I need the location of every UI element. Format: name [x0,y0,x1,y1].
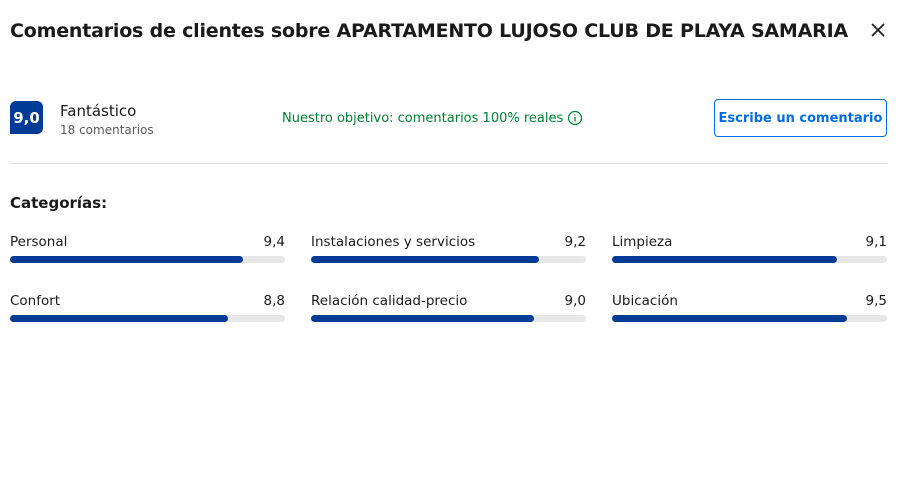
category-name: Relación calidad-precio [311,293,468,309]
category-name: Personal [10,234,68,250]
rating-word: Fantástico [60,102,137,120]
score-bar [612,315,848,322]
category: Relación calidad-precio 9,0 [311,293,586,333]
category: Ubicación 9,5 [612,293,887,333]
score-track [612,315,887,322]
score-track [10,256,285,263]
categories-title: Categorías: [10,194,108,212]
category-score: 9,1 [865,234,887,250]
category-score: 9,4 [263,234,285,250]
divider [10,163,888,164]
score-bar [10,315,228,322]
category: Confort 8,8 [10,293,285,333]
category-name: Limpieza [612,234,673,250]
score-track [311,315,586,322]
score-bar [612,256,838,263]
category-name: Confort [10,293,61,309]
category-name: Instalaciones y servicios [311,234,476,250]
score-badge: 9,0 [10,101,43,134]
category: Instalaciones y servicios 9,2 [311,234,586,274]
category-score: 9,2 [564,234,586,250]
score-bar [311,315,534,322]
score-track [612,256,887,263]
info-icon[interactable] [567,110,583,126]
note: Nuestro objetivo: comentarios 100% reale… [282,110,583,126]
dialog-title: Comentarios de clientes sobre APARTAMENT… [10,20,848,42]
score-bar [10,256,243,263]
category-name: Ubicación [612,293,678,309]
write-review-button[interactable]: Escribe un comentario [714,99,887,137]
score-track [10,315,285,322]
category-score: 8,8 [263,293,285,309]
note-text: Nuestro objetivo: comentarios 100% reale… [282,110,564,126]
category-score: 9,0 [564,293,586,309]
category-score: 9,5 [865,293,887,309]
review-count: 18 comentarios [60,123,154,137]
score-track [311,256,586,263]
category: Personal 9,4 [10,234,285,274]
score-bar [311,256,539,263]
close-button[interactable] [868,20,888,40]
category: Limpieza 9,1 [612,234,887,274]
